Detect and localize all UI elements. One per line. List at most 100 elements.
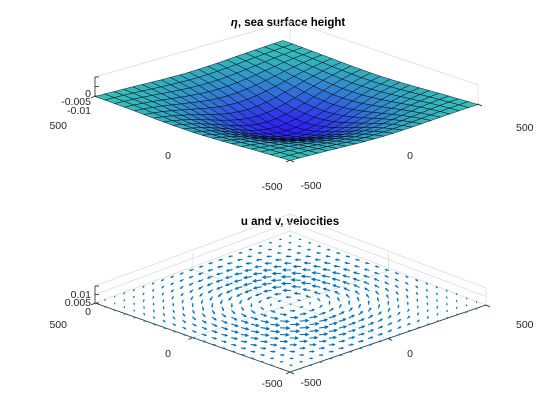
velocity-arrow-head (353, 265, 358, 268)
velocity-arrow (405, 288, 409, 292)
velocity-arrow-head (216, 265, 221, 269)
y-tick-mark (188, 337, 193, 340)
velocity-arrow-head (291, 271, 296, 275)
velocity-arrow-head (274, 316, 279, 320)
velocity-arrow-head (425, 289, 428, 291)
velocity-arrow-head (226, 262, 231, 265)
velocity-arrow-shaft (262, 282, 272, 285)
velocity-arrow-head (250, 304, 253, 308)
velocity-arrow-head (215, 279, 220, 283)
velocity-arrow-head (417, 326, 420, 329)
velocity-arrow-head (294, 316, 299, 320)
velocity-arrow (348, 336, 356, 339)
x-tick-label: 500 (516, 122, 534, 134)
velocity-arrow-head (300, 306, 304, 308)
velocity-arrow (143, 312, 145, 316)
velocity-arrow (397, 326, 402, 329)
y-tick-label: -500 (261, 181, 282, 193)
velocity-arrow-head (414, 279, 418, 281)
velocity-arrow (182, 333, 187, 336)
velocity-arrow-head (244, 340, 248, 344)
velocity-arrow (416, 319, 420, 323)
velocity-arrow-shaft (309, 323, 319, 326)
velocity-arrow (245, 262, 253, 265)
velocity-arrow-head (234, 324, 239, 328)
velocity-arrow-head (272, 350, 276, 353)
y-tick-mark (90, 302, 96, 306)
velocity-arrow (188, 275, 194, 279)
velocity-arrow-head (265, 326, 271, 331)
velocity-arrow-head (351, 336, 356, 339)
velocity-arrow (436, 292, 438, 296)
velocity-arrow-head (293, 343, 298, 347)
velocity-arrow-head (172, 304, 175, 307)
velocity-arrow-shaft (299, 319, 309, 322)
velocity-arrow (367, 343, 373, 346)
velocity-arrow (231, 309, 236, 315)
velocity-arrow-head (408, 315, 411, 318)
velocity-arrow (279, 339, 289, 344)
velocity-arrow (301, 268, 311, 272)
velocity-arrow (417, 305, 419, 309)
velocity-arrow (271, 271, 282, 276)
velocity-arrow (315, 251, 321, 254)
velocity-arrow-head (314, 336, 319, 340)
velocity-arrow-head (281, 360, 284, 363)
velocity-arrow (426, 323, 430, 326)
velocity-arrow-head (172, 310, 175, 314)
velocity-arrow-head (274, 258, 279, 262)
velocity-arrow (211, 343, 217, 346)
velocity-arrow (352, 271, 360, 275)
velocity-arrow-head (367, 300, 370, 303)
velocity-arrow-head (330, 307, 334, 311)
velocity-arrow-head (223, 340, 228, 343)
velocity-arrow (404, 282, 409, 285)
velocity-arrow-head (311, 271, 316, 275)
velocity-arrow (310, 277, 321, 282)
velocity-arrow-head (375, 290, 378, 294)
velocity-arrow-head (311, 308, 315, 312)
velocity-arrow (318, 361, 323, 363)
velocity-arrow-head (352, 271, 357, 275)
velocity-arrow (377, 333, 384, 336)
velocity-arrow (358, 318, 365, 322)
velocity-arrow-shaft (252, 279, 262, 282)
velocity-arrow (323, 261, 331, 265)
velocity-arrow-head (261, 307, 264, 311)
velocity-arrow-head (247, 255, 250, 258)
velocity-arrow (367, 329, 375, 333)
velocity-arrow-head (389, 329, 393, 332)
velocity-arrow (364, 262, 370, 265)
velocity-arrow-head (151, 282, 154, 285)
velocity-arrow (289, 329, 301, 334)
velocity-arrow (338, 318, 347, 322)
y-tick-label: 0 (165, 348, 171, 360)
velocity-arrow (394, 284, 399, 289)
velocity-arrow (231, 343, 237, 347)
velocity-arrow (325, 294, 331, 298)
velocity-arrow-head (204, 327, 208, 330)
velocity-arrow-head (263, 289, 268, 293)
velocity-arrow-head (354, 258, 358, 261)
velocity-arrow-head (350, 350, 353, 353)
velocity-arrow-shaft (301, 275, 311, 278)
velocity-arrow (299, 346, 307, 350)
velocity-arrow (247, 255, 253, 258)
velocity-arrow (270, 336, 280, 340)
velocity-arrow-head (350, 343, 355, 346)
velocity-arrow-head (384, 281, 388, 284)
z-tick-label: 0.01 (71, 289, 92, 301)
velocity-arrow (292, 264, 302, 269)
velocity-arrow (161, 285, 165, 289)
velocity-arrow (319, 318, 329, 322)
velocity-arrow-head (293, 291, 298, 295)
velocity-arrow-head (342, 280, 347, 284)
velocity-arrow-head (264, 340, 269, 344)
velocity-arrow-head (303, 312, 308, 316)
velocity-arrow (280, 274, 292, 279)
velocity-arrow (162, 306, 165, 310)
velocity-arrow (311, 271, 321, 275)
velocity-arrow-head (193, 337, 197, 340)
velocity-arrow-head (384, 268, 388, 271)
velocity-arrow (207, 269, 214, 272)
